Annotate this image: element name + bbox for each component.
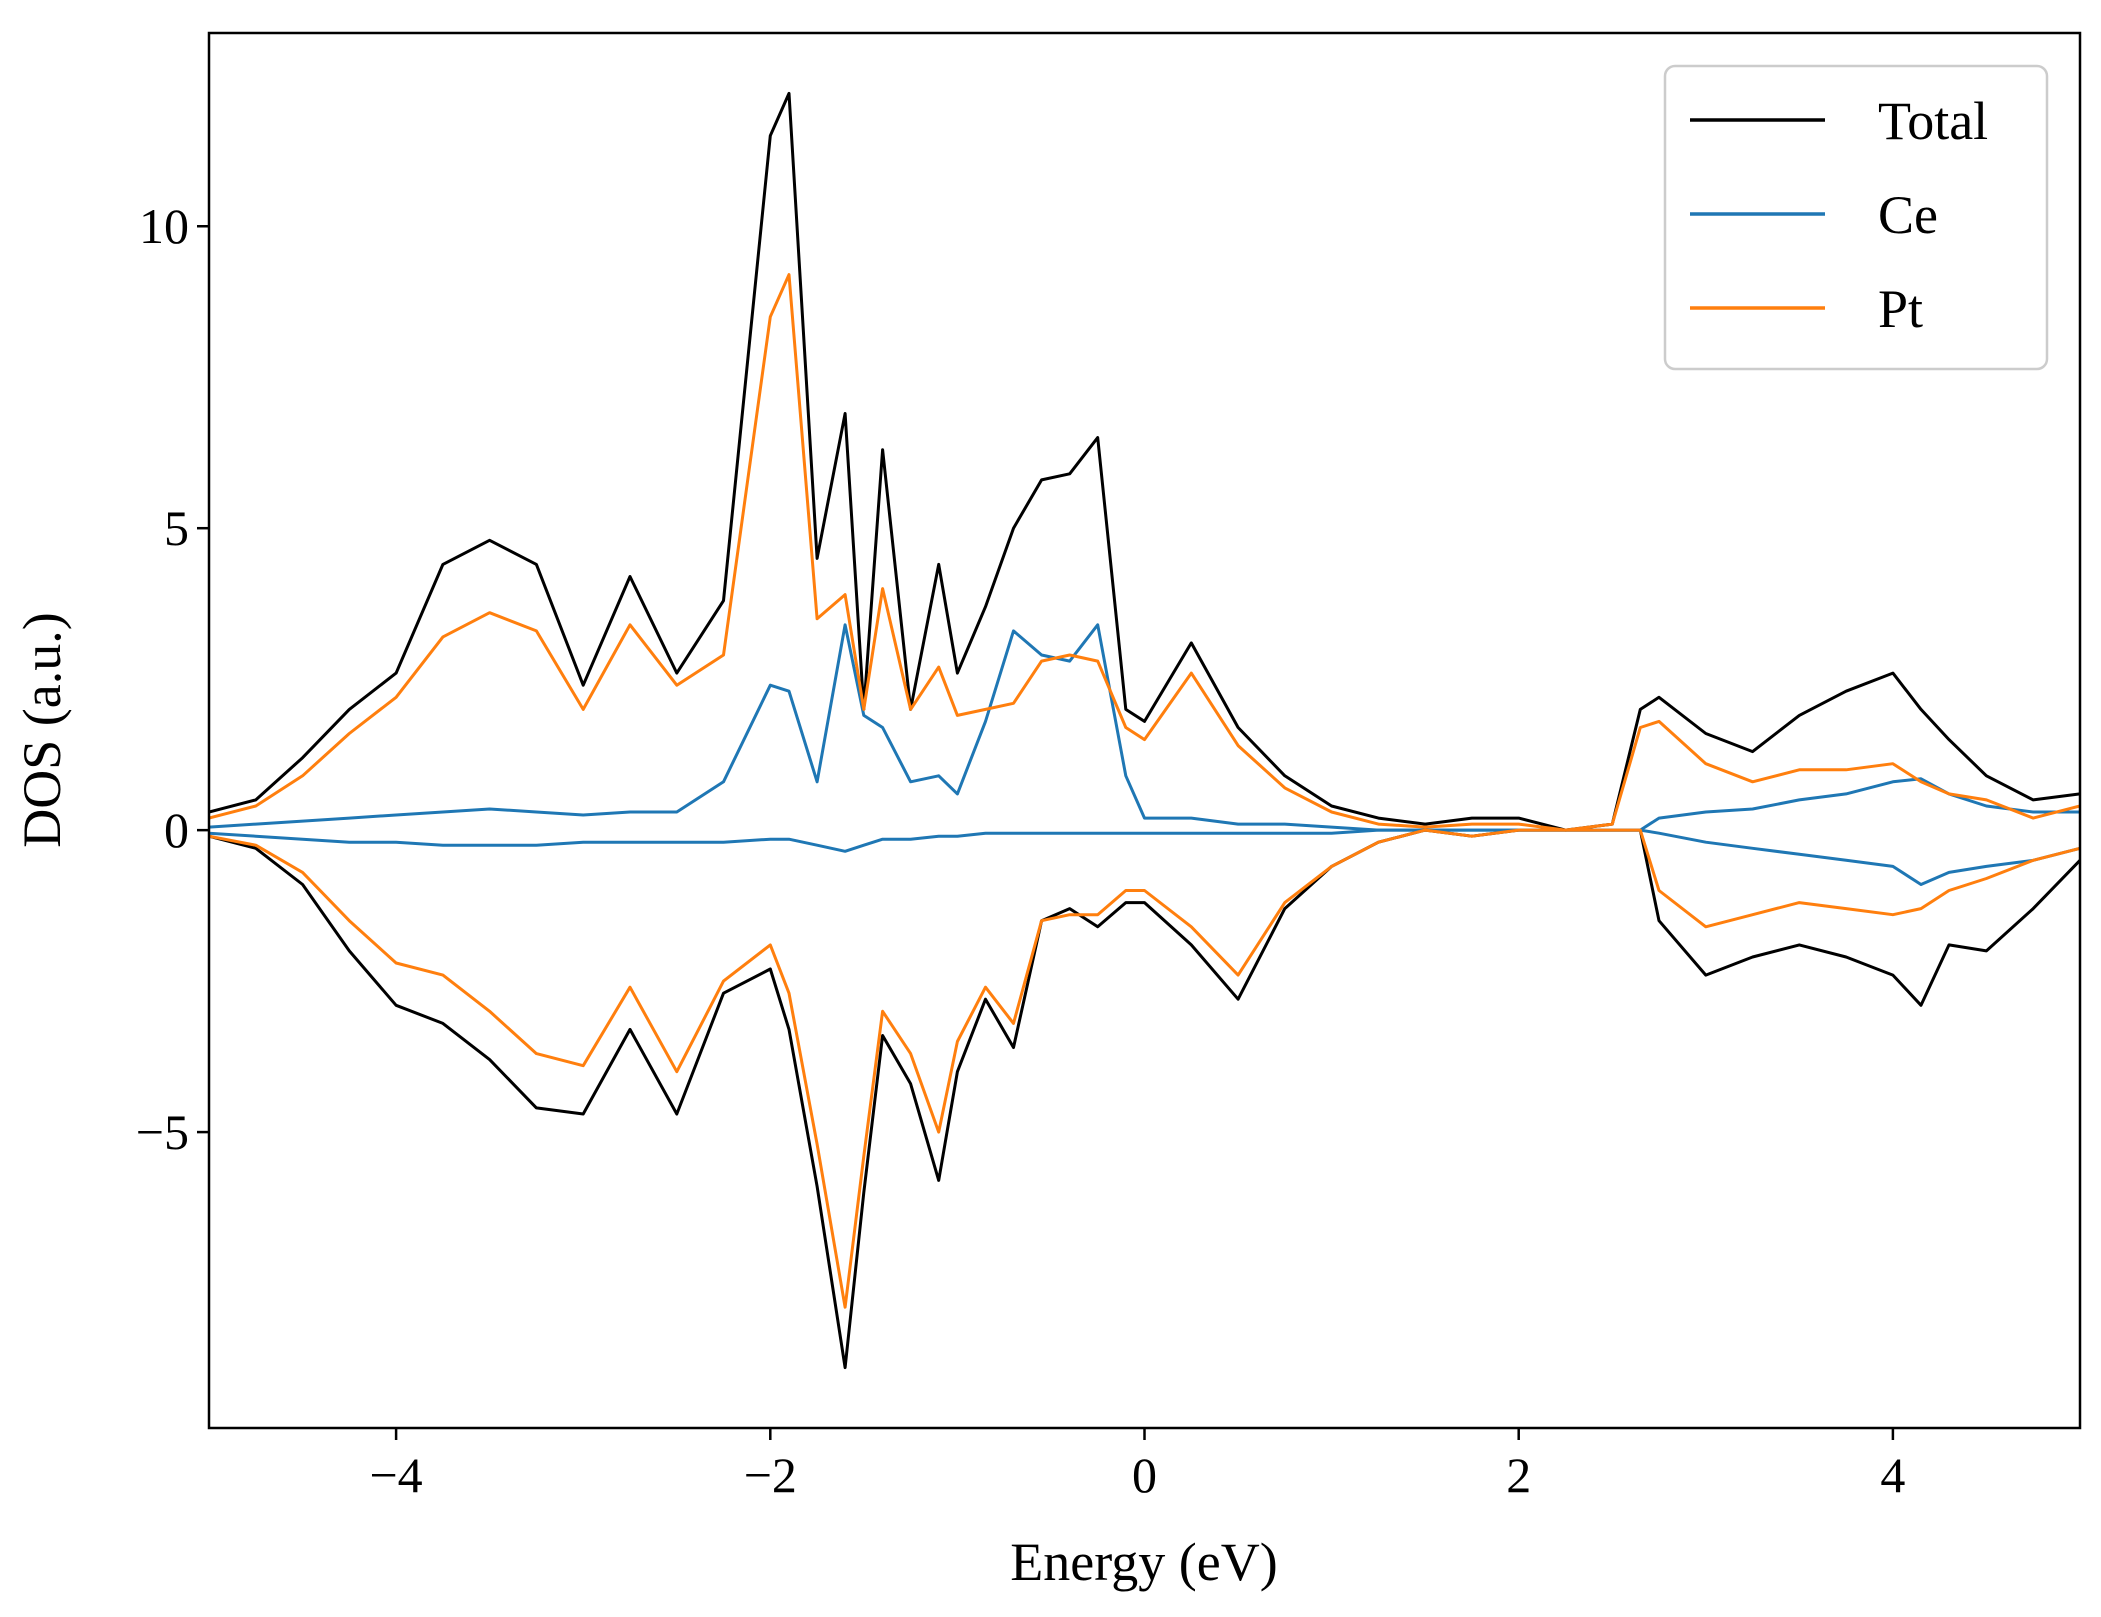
series-line-total-up xyxy=(209,91,2080,832)
legend-label-ce: Ce xyxy=(1878,185,1938,245)
y-tick-label: 0 xyxy=(164,802,189,858)
y-tick-label: 10 xyxy=(139,198,189,254)
y-tick-label: 5 xyxy=(164,500,189,556)
legend-label-total: Total xyxy=(1878,91,1988,151)
x-tick-label: 2 xyxy=(1506,1447,1531,1503)
legend-box xyxy=(1663,64,2049,371)
x-tick-label: 0 xyxy=(1132,1447,1157,1503)
x-axis-label: Energy (eV) xyxy=(1010,1532,1277,1592)
series-line-ce-up xyxy=(209,623,2080,832)
series-layer xyxy=(209,91,2080,1370)
series-line-ce-down xyxy=(209,828,2080,886)
x-axis: −4 −2 0 2 4 xyxy=(369,1428,1905,1503)
series-line-total-down xyxy=(209,828,2080,1370)
legend: Total Ce Pt xyxy=(1663,64,2049,371)
y-axis: −5 0 5 10 xyxy=(136,198,209,1160)
y-axis-label: DOS (a.u.) xyxy=(12,612,72,847)
x-tick-label: 4 xyxy=(1880,1447,1905,1503)
y-tick-label: −5 xyxy=(136,1104,189,1160)
legend-label-pt: Pt xyxy=(1878,279,1923,339)
x-tick-label: −2 xyxy=(744,1447,797,1503)
series-line-pt-down xyxy=(209,828,2080,1309)
series-line-pt-up xyxy=(209,273,2080,832)
x-tick-label: −4 xyxy=(369,1447,422,1503)
